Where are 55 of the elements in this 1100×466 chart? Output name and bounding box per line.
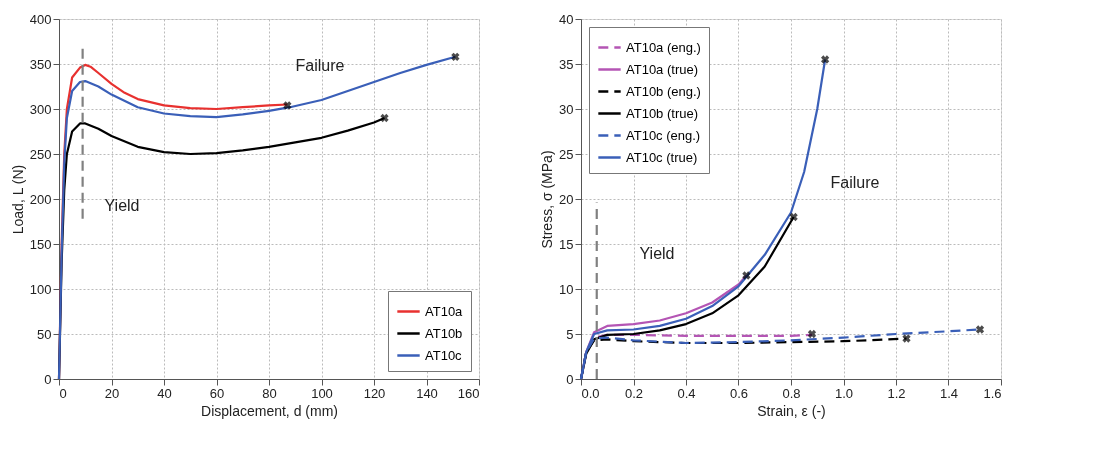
y-tick-label: 15 [559,236,574,252]
legend-label: AT10a [425,303,464,319]
y-tick-label: 10 [559,281,574,297]
y-tick-label: 40 [559,11,574,27]
x-tick-label: 0.2 [624,385,644,401]
point [283,101,292,110]
x-tick-label: 100 [311,385,333,401]
x-tick-label: 0.6 [729,385,749,401]
annotation: Yield [639,245,675,262]
y-tick-label: 5 [566,326,574,342]
x-axis-title: Strain, ε (-) [757,402,826,419]
y-tick-label: 20 [559,191,574,207]
point [451,52,460,61]
x-tick-label: 80 [262,385,277,401]
annotation: Failure [295,57,345,74]
x-tick-label: 0 [59,385,67,401]
x-tick-label: 1.0 [834,385,854,401]
x-tick-label: 60 [209,385,225,401]
y-axis-title: Load, L (N) [9,164,26,235]
x-tick-label: 1.4 [939,385,959,401]
y-tick-label: 25 [559,146,574,162]
x-axis-title: Displacement, d (mm) [201,402,338,419]
y-tick-label: 35 [559,56,574,72]
x-tick-label: 140 [416,385,438,401]
y-tick-label: 30 [559,101,574,117]
legend-label: AT10c (eng.) [626,127,701,143]
x-tick-label: 0.4 [677,385,696,401]
x-tick-label: 120 [363,385,386,401]
annotation: Yield [104,197,140,214]
x-tick-label: 20 [104,385,120,401]
y-tick-label: 400 [29,11,52,27]
x-tick-label: 0.0 [581,385,600,401]
legend-label: AT10b [425,325,463,341]
legend-label: AT10c (true) [626,149,698,165]
legend-label: AT10b (eng.) [626,83,701,99]
y-tick-label: 50 [37,326,52,342]
y-tick-label: 150 [29,236,52,252]
y-axis-title: Stress, σ (MPa) [539,150,556,249]
x-tick-label: 40 [157,385,172,401]
x-tick-label: 1.6 [983,385,1002,401]
legend-label: AT10a (eng.) [626,39,701,55]
legend-label: AT10c [425,347,463,363]
y-tick-label: 100 [29,281,52,297]
x-tick-label: 160 [457,385,480,401]
y-tick-label: 300 [29,101,52,117]
y-tick-label: 350 [29,56,52,72]
y-tick-label: 250 [29,146,52,162]
y-tick-label: 200 [29,191,52,207]
y-tick-label: 0 [566,371,574,387]
x-tick-label: 1.2 [887,385,906,401]
legend-label: AT10a (true) [626,61,699,77]
annotation: Failure [830,174,880,191]
y-tick-label: 0 [44,371,52,387]
x-tick-label: 0.8 [782,385,801,401]
legend-label: AT10b (true) [626,105,699,121]
